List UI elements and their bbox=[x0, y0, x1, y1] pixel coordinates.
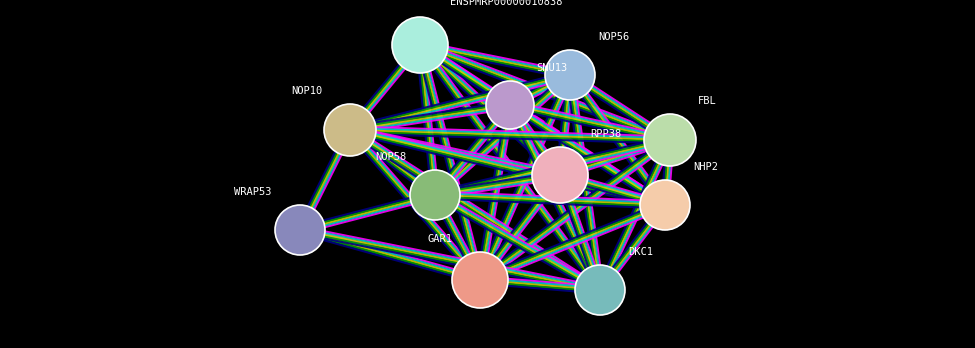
Circle shape bbox=[532, 147, 588, 203]
Text: NHP2: NHP2 bbox=[693, 162, 718, 172]
Circle shape bbox=[644, 114, 696, 166]
Text: NOP56: NOP56 bbox=[598, 32, 629, 42]
Circle shape bbox=[640, 180, 690, 230]
Text: ENSPMRP00000010838: ENSPMRP00000010838 bbox=[450, 0, 563, 7]
Text: SNU13: SNU13 bbox=[536, 63, 567, 73]
Circle shape bbox=[324, 104, 376, 156]
Text: NOP58: NOP58 bbox=[375, 152, 407, 162]
Text: GAR1: GAR1 bbox=[427, 234, 452, 244]
Circle shape bbox=[486, 81, 534, 129]
Circle shape bbox=[275, 205, 325, 255]
Text: DKC1: DKC1 bbox=[628, 247, 653, 257]
Text: RPP38: RPP38 bbox=[590, 129, 621, 139]
Circle shape bbox=[452, 252, 508, 308]
Circle shape bbox=[575, 265, 625, 315]
Text: NOP10: NOP10 bbox=[291, 86, 322, 96]
Circle shape bbox=[392, 17, 448, 73]
Circle shape bbox=[545, 50, 595, 100]
Text: FBL: FBL bbox=[698, 96, 717, 106]
Circle shape bbox=[410, 170, 460, 220]
Text: WRAP53: WRAP53 bbox=[235, 187, 272, 197]
